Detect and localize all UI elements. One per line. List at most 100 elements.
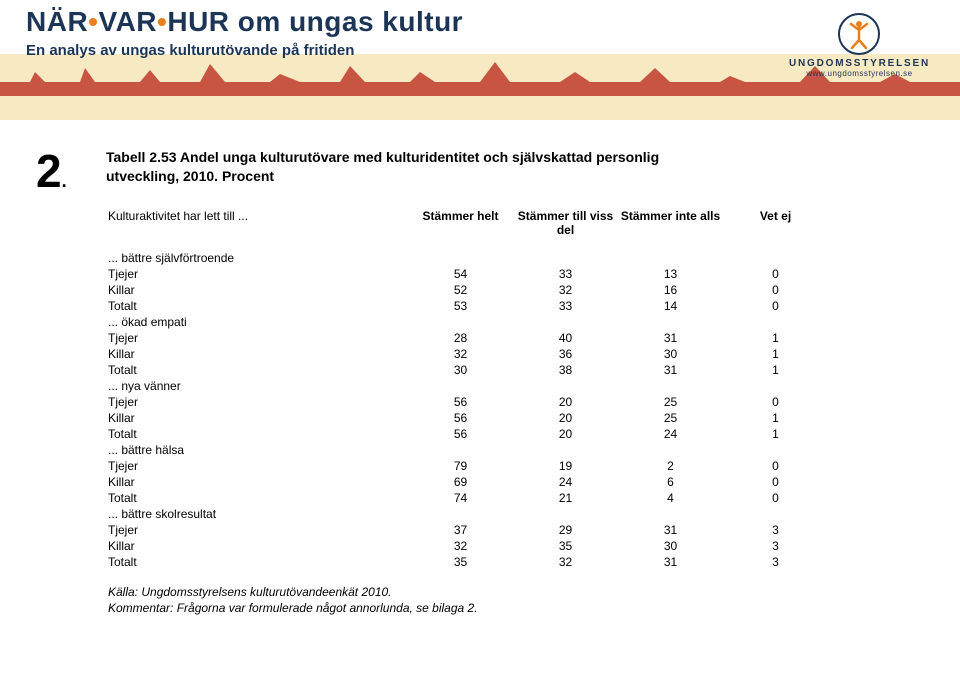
group-header: ... bättre självförtroende [108,245,828,266]
cell-value: 30 [618,346,723,362]
cell-value: 3 [723,554,828,570]
cell-value: 35 [513,538,618,554]
row-label: Totalt [108,490,408,506]
cell-value: 56 [408,394,513,410]
group-title: ... bättre skolresultat [108,506,828,522]
cell-value: 24 [513,474,618,490]
table-header-row: Kulturaktivitet har lett till ... Stämme… [108,208,828,245]
cell-value: 36 [513,346,618,362]
cell-value: 1 [723,426,828,442]
cell-value: 19 [513,458,618,474]
cell-value: 25 [618,410,723,426]
title-dot-1: • [88,6,98,37]
cell-value: 79 [408,458,513,474]
row-label: Tjejer [108,394,408,410]
cell-value: 54 [408,266,513,282]
logo-url: www.ungdomsstyrelsen.se [789,69,930,78]
row-label: Killar [108,346,408,362]
row-label: Killar [108,410,408,426]
table-row: Totalt3038311 [108,362,828,378]
cell-value: 1 [723,330,828,346]
row-label: Totalt [108,426,408,442]
cell-value: 32 [408,346,513,362]
section-number-value: 2 [36,145,62,197]
cell-value: 21 [513,490,618,506]
table-caption: Tabell 2.53 Andel unga kulturutövare med… [106,148,666,186]
cell-value: 32 [408,538,513,554]
table-footnote: Källa: Ungdomsstyrelsens kulturutövandee… [108,584,920,616]
table-row: Totalt5333140 [108,298,828,314]
table-row: Killar5232160 [108,282,828,298]
row-label: Killar [108,282,408,298]
table-row: Totalt5620241 [108,426,828,442]
banner-title: NÄR•VAR•HUR om ungas kultur [26,6,463,38]
title-part-3: HUR om ungas kultur [167,6,463,37]
footnote-line-1: Källa: Ungdomsstyrelsens kulturutövandee… [108,584,920,600]
table-row: Tjejer3729313 [108,522,828,538]
logo-figure-icon [837,12,881,56]
group-header: ... bättre skolresultat [108,506,828,522]
section-number: 2. [36,148,86,194]
table-row: Tjejer2840311 [108,330,828,346]
row-label: Tjejer [108,266,408,282]
cell-value: 25 [618,394,723,410]
row-label: Tjejer [108,458,408,474]
cell-value: 6 [618,474,723,490]
cell-value: 0 [723,394,828,410]
group-header: ... nya vänner [108,378,828,394]
row-label: Totalt [108,554,408,570]
cell-value: 33 [513,298,618,314]
title-dot-2: • [157,6,167,37]
table-body: ... bättre självförtroendeTjejer5433130K… [108,245,828,570]
cell-value: 38 [513,362,618,378]
cell-value: 31 [618,362,723,378]
row-header-label: Kulturaktivitet har lett till ... [108,208,408,245]
cell-value: 31 [618,330,723,346]
cell-value: 29 [513,522,618,538]
group-header: ... ökad empati [108,314,828,330]
cell-value: 37 [408,522,513,538]
row-label: Tjejer [108,522,408,538]
cell-value: 56 [408,426,513,442]
group-title: ... bättre självförtroende [108,245,828,266]
header-banner: NÄR•VAR•HUR om ungas kultur En analys av… [0,0,960,120]
cell-value: 13 [618,266,723,282]
group-title: ... bättre hälsa [108,442,828,458]
cell-value: 31 [618,522,723,538]
row-label: Killar [108,538,408,554]
section-number-dot: . [62,171,67,191]
cell-value: 3 [723,522,828,538]
banner-subtitle: En analys av ungas kulturutövande på fri… [26,42,354,59]
agency-logo: UNGDOMSSTYRELSEN www.ungdomsstyrelsen.se [789,12,930,78]
cell-value: 53 [408,298,513,314]
table-row: Killar692460 [108,474,828,490]
cell-value: 32 [513,554,618,570]
row-label: Totalt [108,298,408,314]
cell-value: 74 [408,490,513,506]
cell-value: 4 [618,490,723,506]
footnote-line-2: Kommentar: Frågorna var formulerade någo… [108,600,920,616]
cell-value: 14 [618,298,723,314]
cell-value: 40 [513,330,618,346]
cell-value: 33 [513,266,618,282]
cell-value: 0 [723,474,828,490]
cell-value: 20 [513,394,618,410]
cell-value: 31 [618,554,723,570]
row-label: Tjejer [108,330,408,346]
table-row: Tjejer791920 [108,458,828,474]
cell-value: 0 [723,458,828,474]
table-row: Tjejer5620250 [108,394,828,410]
content-area: 2. Tabell 2.53 Andel unga kulturutövare … [0,148,960,616]
group-title: ... ökad empati [108,314,828,330]
row-label: Totalt [108,362,408,378]
cell-value: 3 [723,538,828,554]
cell-value: 28 [408,330,513,346]
cell-value: 2 [618,458,723,474]
cell-value: 69 [408,474,513,490]
cell-value: 1 [723,362,828,378]
col-header-2: Stämmer inte alls [618,208,723,245]
cell-value: 32 [513,282,618,298]
group-title: ... nya vänner [108,378,828,394]
cell-value: 24 [618,426,723,442]
cell-value: 52 [408,282,513,298]
